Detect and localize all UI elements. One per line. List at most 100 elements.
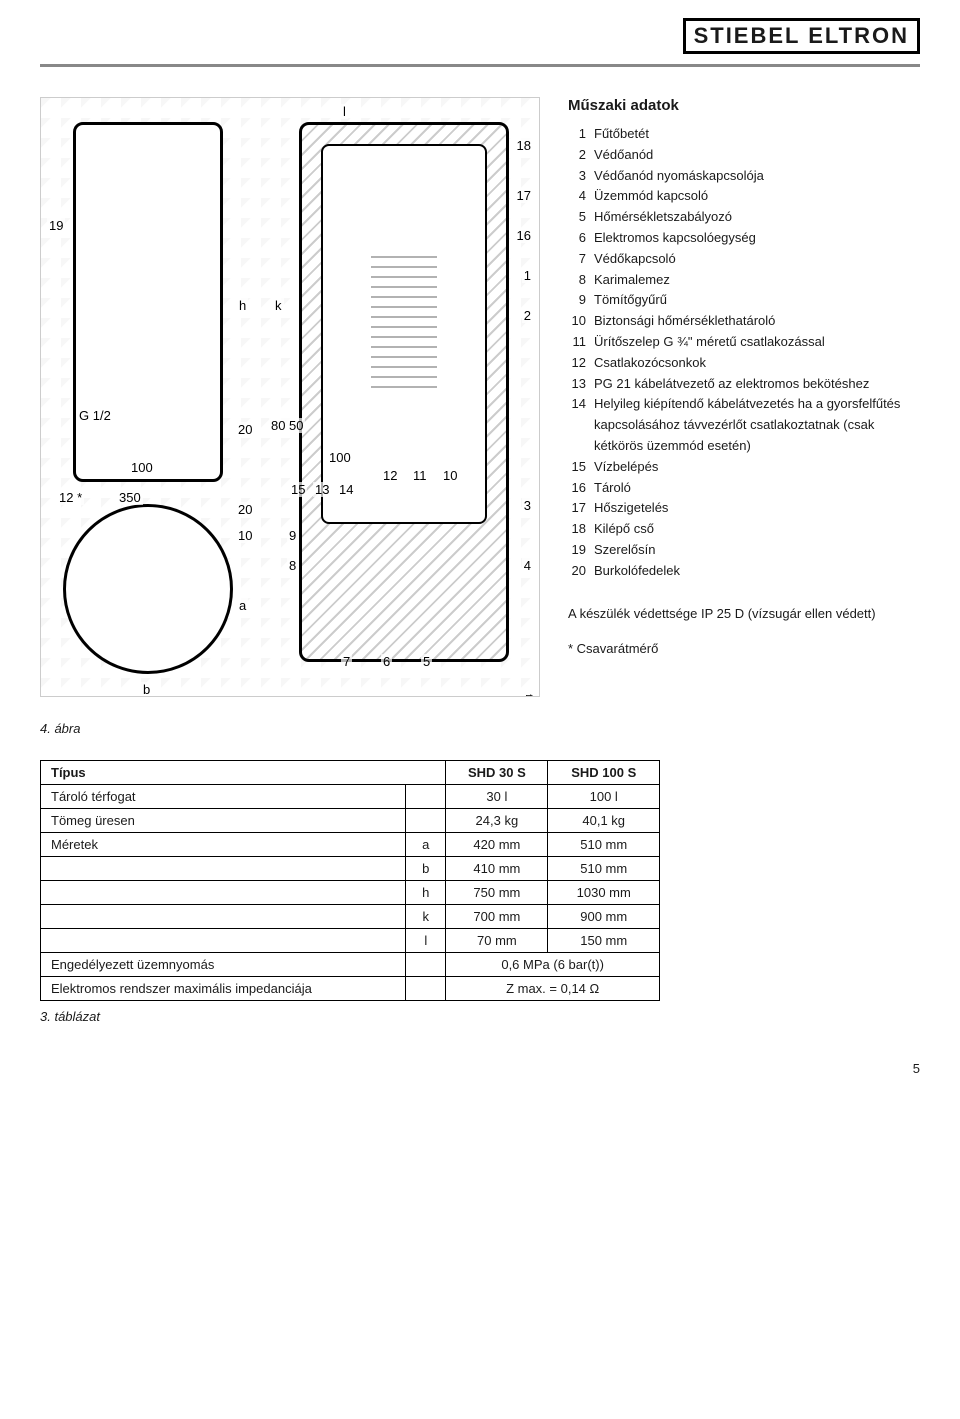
legend-item: 1 Fűtőbetét: [568, 124, 920, 145]
spec-value: 150 mm: [548, 929, 660, 953]
legend-item: 17 Hőszigetelés: [568, 498, 920, 519]
legend-label: Védőanód nyomáskapcsolója: [594, 166, 920, 187]
table-row: Engedélyezett üzemnyomás0,6 MPa (6 bar(t…: [41, 953, 660, 977]
spec-sub-label: b: [406, 857, 446, 881]
diagram-dim-c1: 20: [236, 422, 254, 437]
legend-number: 2: [568, 145, 586, 166]
spec-value: 410 mm: [446, 857, 548, 881]
legend-label: Tömítőgyűrű: [594, 290, 920, 311]
diagram-callout: 12: [381, 468, 399, 483]
legend-list: 1 Fűtőbetét 2 Védőanód 3 Védőanód nyomáskapcs…: [568, 124, 920, 582]
footnote-bore: * Csavarátmérő: [568, 641, 920, 656]
spec-value: 420 mm: [446, 833, 548, 857]
table-row: b410 mm510 mm: [41, 857, 660, 881]
spec-sub-label: l: [406, 929, 446, 953]
legend-label: Szerelősín: [594, 540, 920, 561]
diagram-axis-k: k: [273, 298, 284, 313]
technical-diagram: 19 G 1/2 100 350 12 * 20 20 10 h a b k l…: [40, 97, 540, 697]
spec-value: 0,6 MPa (6 bar(t)): [446, 953, 660, 977]
table-row: Tömeg üresen24,3 kg40,1 kg: [41, 809, 660, 833]
legend-item: 16Tároló: [568, 478, 920, 499]
diagram-dim-slot2: 50: [287, 418, 305, 433]
diagram-callout: 5: [421, 654, 432, 669]
legend-label: Üzemmód kapcsoló: [594, 186, 920, 207]
legend-label: Ürítőszelep G ¾" méretű csatlakozással: [594, 332, 920, 353]
table-row: h750 mm1030 mm: [41, 881, 660, 905]
spec-row-label: [41, 857, 406, 881]
page-number: 5: [913, 1061, 920, 1076]
diagram-callout: 14: [337, 482, 355, 497]
legend-label: Biztonsági hőmérséklethatároló: [594, 311, 920, 332]
diagram-callout: 6: [381, 654, 392, 669]
spec-row-label: Elektromos rendszer maximális impedanciá…: [41, 977, 406, 1001]
diagram-callout: 3: [522, 498, 533, 513]
spec-sub-label: [406, 953, 446, 977]
legend-number: 9: [568, 290, 586, 311]
legend-item: 18Kilépő cső: [568, 519, 920, 540]
diagram-axis-h: h: [237, 298, 248, 313]
legend-label: Védőkapcsoló: [594, 249, 920, 270]
diagram-dim-c3: 10: [236, 528, 254, 543]
diagram-axis-b: b: [141, 682, 152, 697]
legend-item: 15Vízbelépés: [568, 457, 920, 478]
diagram-dim-mount: 100: [129, 460, 155, 475]
legend-number: 3: [568, 166, 586, 187]
legend-label: Hőszigetelés: [594, 498, 920, 519]
diagram-callout: 2: [522, 308, 533, 323]
diagram-callout: 7: [341, 654, 352, 669]
spec-sub-label: k: [406, 905, 446, 929]
diagram-callout: 18: [515, 138, 533, 153]
spec-row-label: Tömeg üresen: [41, 809, 406, 833]
legend-number: 6: [568, 228, 586, 249]
diagram-callout: 16: [515, 228, 533, 243]
legend-item: 19Szerelősín: [568, 540, 920, 561]
accent-bar: [40, 64, 920, 67]
legend-item: 5 Hőmérsékletszabályozó: [568, 207, 920, 228]
legend-number: 20: [568, 561, 586, 582]
spec-value: 40,1 kg: [548, 809, 660, 833]
spec-value: 30 l: [446, 785, 548, 809]
legend-label: Hőmérsékletszabályozó: [594, 207, 920, 228]
spec-header: SHD 30 S: [446, 761, 548, 785]
legend-number: 13: [568, 374, 586, 395]
table-row: k700 mm900 mm: [41, 905, 660, 929]
legend-item: 20Burkolófedelek: [568, 561, 920, 582]
spec-row-label: Méretek: [41, 833, 406, 857]
diagram-callout: 10: [441, 468, 459, 483]
diagram-callout: 15: [289, 482, 307, 497]
spec-sub-label: [406, 977, 446, 1001]
diagram-dim-bore: 12 *: [57, 490, 84, 505]
legend-label: PG 21 kábelátvezető az elektromos beköté…: [594, 374, 920, 395]
legend-number: 14: [568, 394, 586, 456]
legend-number: 17: [568, 498, 586, 519]
legend-item: 8Karimalemez: [568, 270, 920, 291]
legend-item: 4Üzemmód kapcsoló: [568, 186, 920, 207]
spec-value: 1030 mm: [548, 881, 660, 905]
legend-item: 6 Elektromos kapcsolóegység: [568, 228, 920, 249]
diagram-callout: 13: [313, 482, 331, 497]
spec-row-label: [41, 881, 406, 905]
legend-label: Védőanód: [594, 145, 920, 166]
legend-number: 12: [568, 353, 586, 374]
spec-header: SHD 100 S: [548, 761, 660, 785]
legend-label: Elektromos kapcsolóegység: [594, 228, 920, 249]
spec-value: 700 mm: [446, 905, 548, 929]
legend-label: Csatlakozócsonkok: [594, 353, 920, 374]
spec-row-label: Tároló térfogat: [41, 785, 406, 809]
legend-item: 3 Védőanód nyomáskapcsolója: [568, 166, 920, 187]
legend-item: 14Helyileg kiépítendő kábelátvezetés ha …: [568, 394, 920, 456]
diagram-dim-conn: G 1/2: [77, 408, 113, 423]
legend-number: 11: [568, 332, 586, 353]
legend-label: Tároló: [594, 478, 920, 499]
legend-item: 9 Tömítőgyűrű: [568, 290, 920, 311]
diagram-dim-pitch: 100: [327, 450, 353, 465]
diagram-callout: 17: [515, 188, 533, 203]
legend-item: 13 PG 21 kábelátvezető az elektromos bekö…: [568, 374, 920, 395]
legend-label: Fűtőbetét: [594, 124, 920, 145]
legend-number: 1: [568, 124, 586, 145]
spec-sub-label: h: [406, 881, 446, 905]
spec-sub-label: a: [406, 833, 446, 857]
spec-value: 510 mm: [548, 857, 660, 881]
spec-table: Típus SHD 30 S SHD 100 S Tároló térfogat…: [40, 760, 660, 1001]
legend-number: 5: [568, 207, 586, 228]
